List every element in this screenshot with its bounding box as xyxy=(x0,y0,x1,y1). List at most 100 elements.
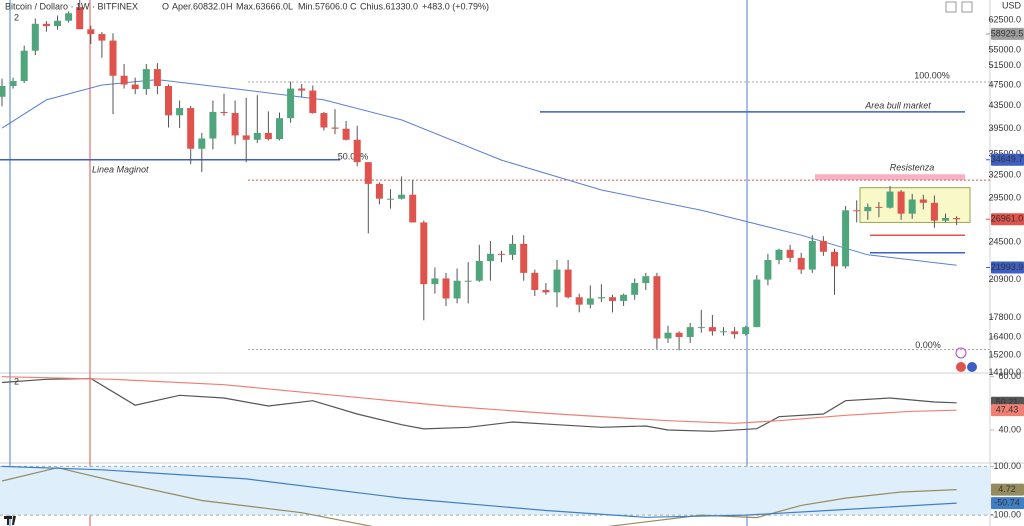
candle-body xyxy=(642,276,650,283)
icon[interactable] xyxy=(945,1,957,13)
candle-body xyxy=(631,282,639,295)
alert-icon[interactable] xyxy=(955,347,967,359)
price-badge xyxy=(991,27,1024,40)
indicator-line xyxy=(1,376,957,424)
candle-body xyxy=(142,69,150,90)
symbol: Bitcoin / Dollaro · 1W · BITFINEX xyxy=(5,1,138,11)
candle-body xyxy=(375,183,383,199)
candle-body xyxy=(731,331,739,335)
price-badge-label: 21993.9 xyxy=(991,262,1024,272)
candle-body xyxy=(220,111,228,114)
price-badge xyxy=(991,213,1024,226)
price-badge-label: 26961.0 xyxy=(991,214,1024,224)
candle-body xyxy=(20,50,28,82)
fib-label: 50.00% xyxy=(338,151,369,161)
candle-body xyxy=(231,113,239,136)
candle-body xyxy=(564,269,572,298)
candle-body xyxy=(120,75,128,85)
candle-body xyxy=(764,259,772,280)
candle-body xyxy=(908,199,916,214)
fib-label: 0.00% xyxy=(915,340,941,350)
candle-body xyxy=(664,332,672,339)
resistance-zone xyxy=(815,174,965,181)
candle-body xyxy=(187,108,195,149)
candle-body xyxy=(87,29,95,35)
y-tick-label: 16400.0 xyxy=(988,331,1021,341)
icon[interactable] xyxy=(961,1,973,13)
candle-body xyxy=(542,290,550,293)
event-icon[interactable] xyxy=(967,362,977,372)
candle-body xyxy=(242,135,250,140)
candle-body xyxy=(831,251,838,267)
y-tick-label: 39500.0 xyxy=(988,123,1021,133)
candle-body xyxy=(453,280,461,299)
y-tick-label: 51500.0 xyxy=(988,60,1021,70)
candle-body xyxy=(742,327,750,335)
ohlc-value: Min.57606.0 xyxy=(298,1,348,11)
candle-body xyxy=(320,113,328,128)
candle-body xyxy=(786,249,794,258)
price-badge-label: 47.43 xyxy=(996,405,1019,415)
toolbar[interactable] xyxy=(945,1,973,13)
candle-body xyxy=(930,202,938,221)
candle-body xyxy=(98,34,106,41)
plot: Linea Maginot Area bull market Resistenza 1… xyxy=(0,0,990,526)
candle-body xyxy=(886,191,894,208)
candle-body xyxy=(475,261,483,281)
candle-body xyxy=(42,23,50,27)
candle-body xyxy=(54,20,61,27)
candle-body xyxy=(597,297,605,299)
ohlc-value: Max.63666.0 xyxy=(236,1,288,11)
y-tick-label: 15200.0 xyxy=(988,349,1021,359)
candle-body xyxy=(697,327,705,329)
ohlc-key: H xyxy=(226,1,233,11)
panel: Linea Maginot Area bull market Resistenza 1… xyxy=(0,0,990,351)
moving-average xyxy=(1,79,957,266)
axis-unit: USD xyxy=(1002,0,1022,10)
y-tick-label: 62500.0 xyxy=(988,14,1021,24)
candle-body xyxy=(953,218,961,220)
candle-body xyxy=(331,127,339,129)
candle-body xyxy=(509,243,517,255)
candle-body xyxy=(198,138,206,149)
candle-body xyxy=(520,243,528,273)
candle-body xyxy=(819,240,827,252)
drawing-label: Linea Maginot xyxy=(92,164,149,174)
candle-body xyxy=(387,198,394,200)
candle-body xyxy=(287,88,295,119)
price-badge xyxy=(991,497,1024,510)
ohlc-value: Chius.61330.0 xyxy=(360,1,418,11)
candle-body xyxy=(209,111,217,139)
change: +483.0 (+0.79%) xyxy=(422,1,489,11)
event-icon[interactable] xyxy=(956,362,966,372)
candle-body xyxy=(342,128,350,140)
candle-body xyxy=(9,81,17,87)
candle-body xyxy=(131,84,139,90)
candle-body xyxy=(775,249,783,260)
y-tick-label: 43500.0 xyxy=(988,100,1021,110)
indicator-line xyxy=(1,377,957,432)
ohlc-key: L xyxy=(288,1,293,11)
candle-body xyxy=(353,139,361,163)
price-badge-label: 34649.7 xyxy=(991,154,1024,164)
candle-body xyxy=(575,297,583,305)
y-tick-label: -100.00 xyxy=(990,510,1021,520)
candle-body xyxy=(620,294,628,301)
candle-body xyxy=(720,331,727,333)
price-badge xyxy=(991,483,1024,496)
candle-body xyxy=(686,327,694,338)
drawing-label: Resistenza xyxy=(890,162,935,172)
y-tick-label: 14100.0 xyxy=(988,367,1021,377)
candle-body xyxy=(486,253,494,262)
candle-body xyxy=(431,278,439,285)
panel xyxy=(0,465,990,526)
panel xyxy=(1,376,957,432)
candle-body xyxy=(309,90,317,114)
price-badge xyxy=(991,261,1024,274)
candle-body xyxy=(109,40,117,76)
candle-body xyxy=(409,194,417,223)
y-tick-label: 17800.0 xyxy=(988,312,1021,322)
